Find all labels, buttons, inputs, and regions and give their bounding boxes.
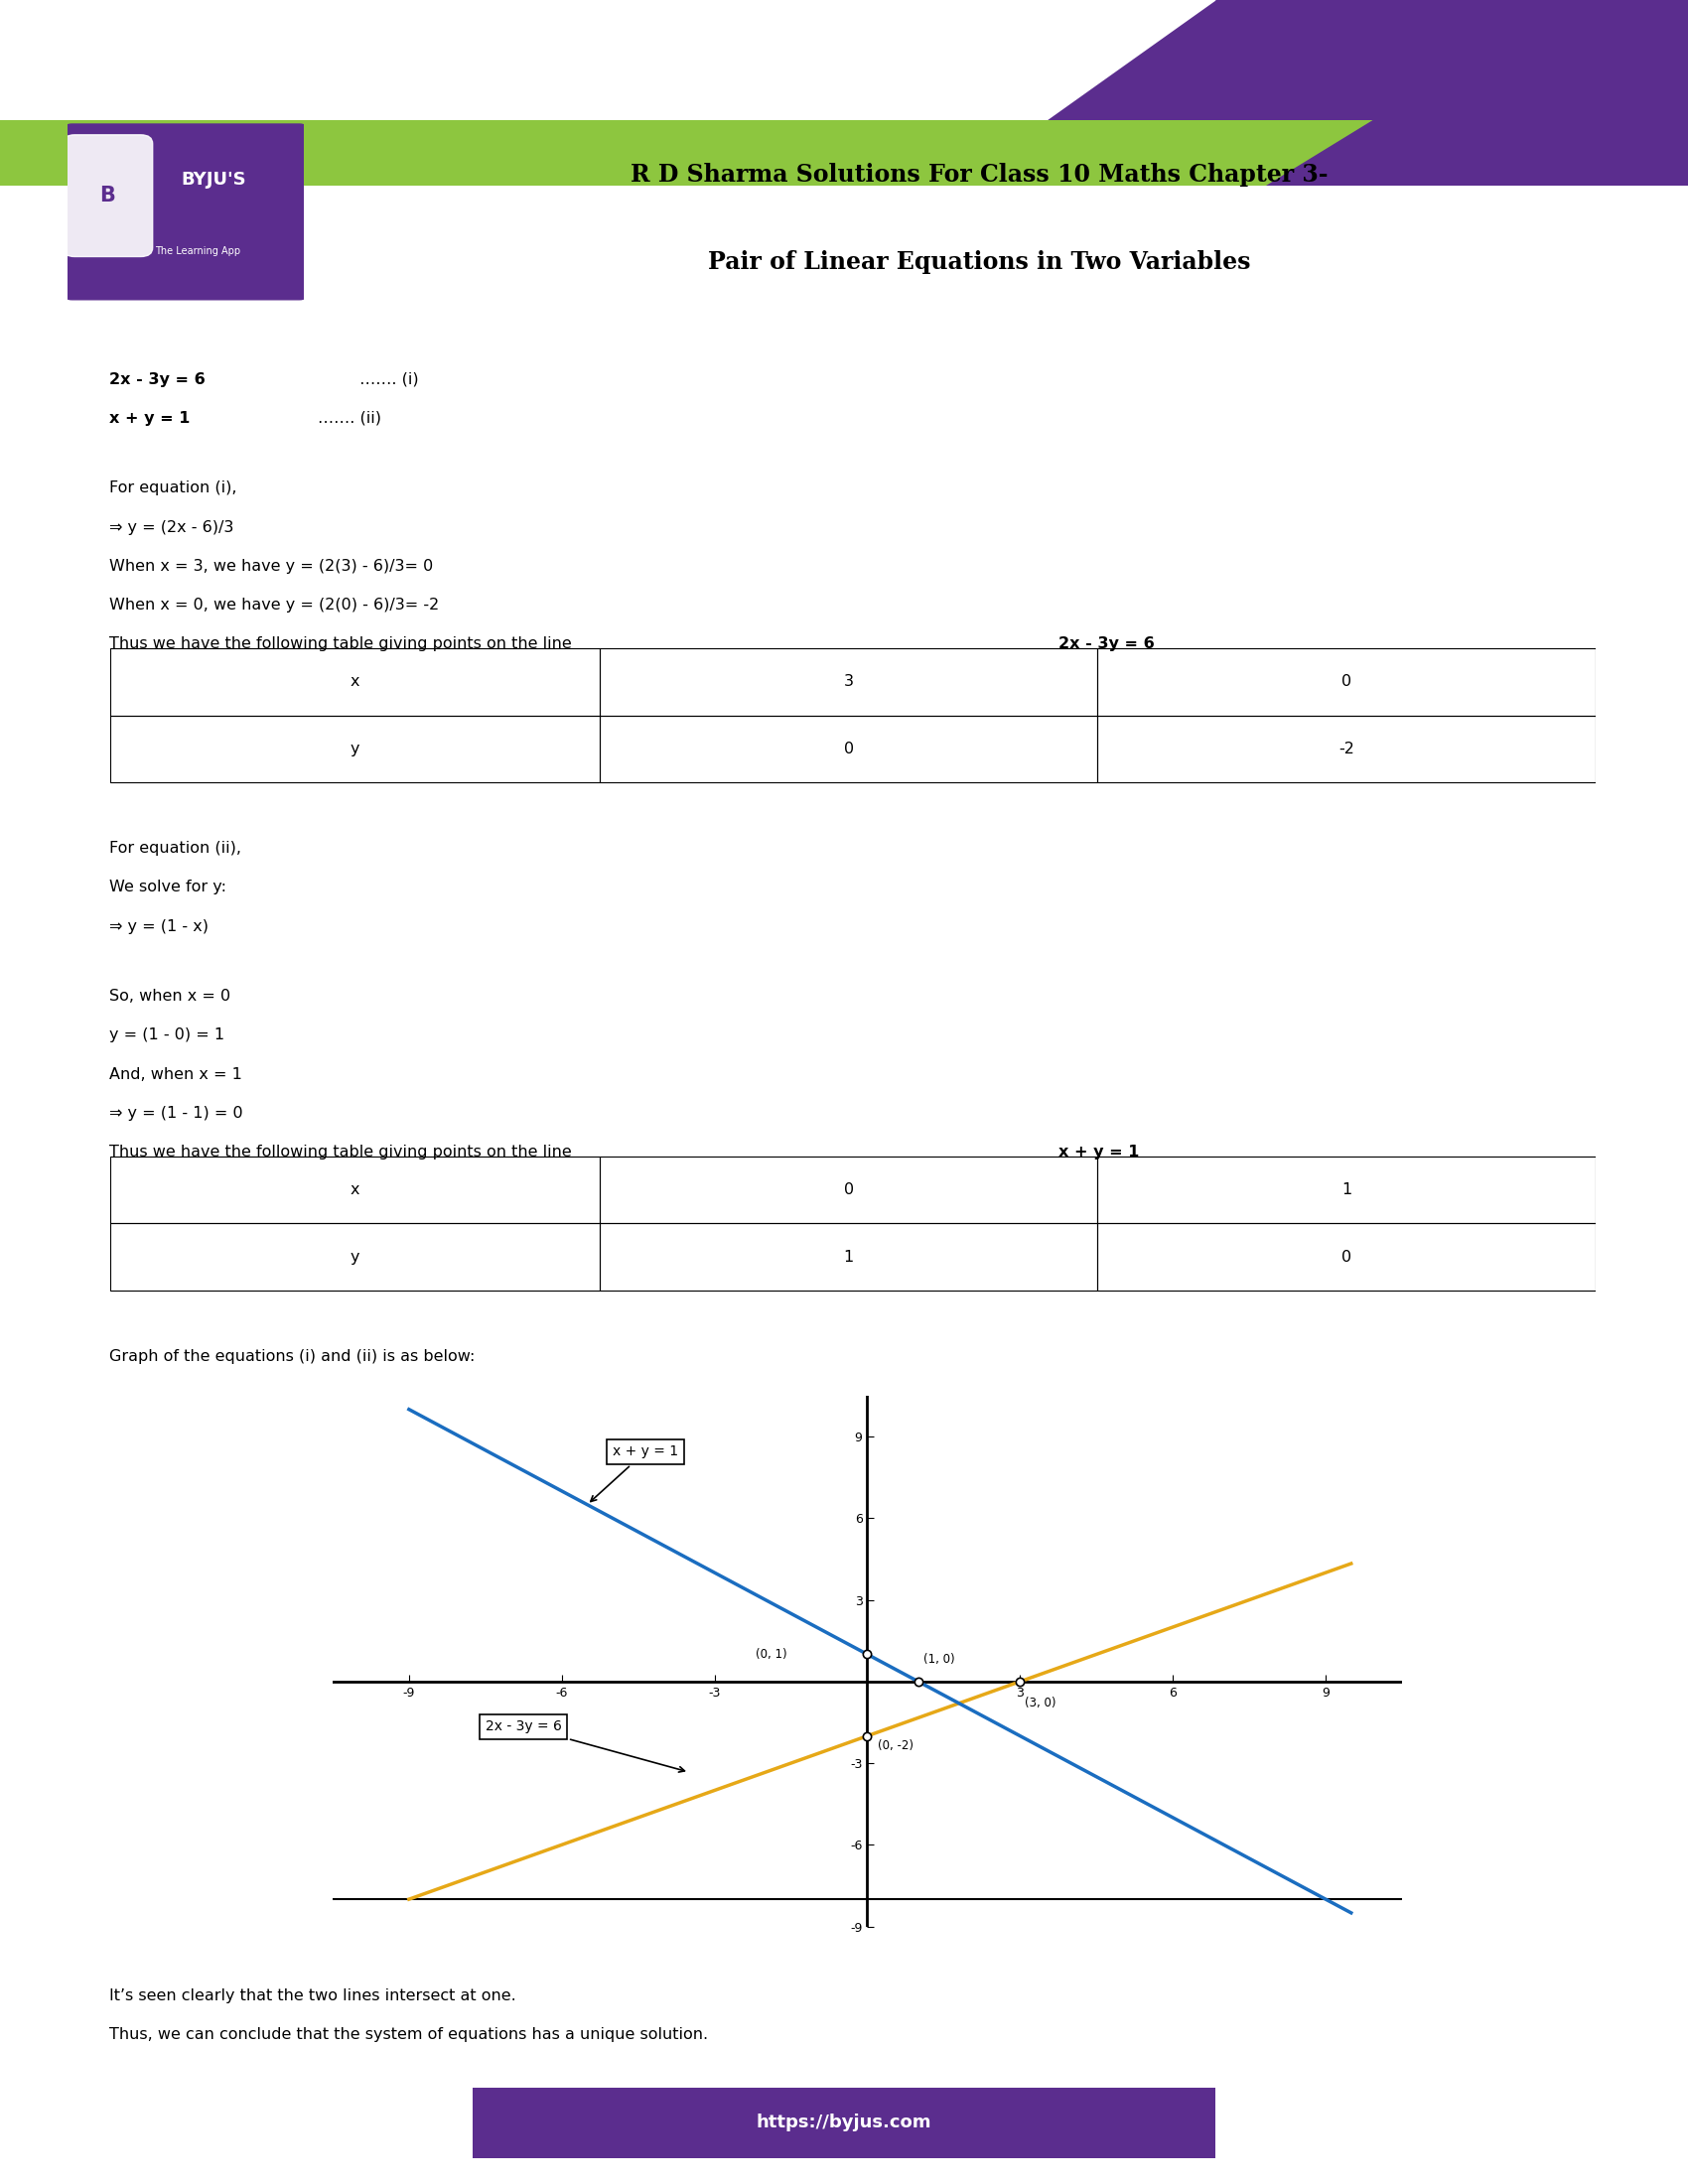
FancyBboxPatch shape bbox=[62, 135, 152, 258]
Bar bbox=[110, 1223, 599, 1291]
Bar bbox=[110, 1155, 599, 1223]
Text: We solve for y:: We solve for y: bbox=[110, 880, 226, 895]
Text: And, when x = 1: And, when x = 1 bbox=[110, 1066, 243, 1081]
Bar bbox=[110, 716, 599, 782]
Text: 0: 0 bbox=[1342, 1249, 1352, 1265]
Text: The Learning App: The Learning App bbox=[155, 247, 240, 256]
Text: 1: 1 bbox=[1342, 1182, 1352, 1197]
Text: BYJU'S: BYJU'S bbox=[181, 170, 246, 188]
Polygon shape bbox=[0, 114, 1384, 186]
Text: y = (1 - 0) = 1: y = (1 - 0) = 1 bbox=[110, 1029, 225, 1042]
Text: (0, -2): (0, -2) bbox=[878, 1741, 913, 1752]
FancyBboxPatch shape bbox=[429, 2084, 1259, 2162]
Text: x: x bbox=[349, 675, 360, 690]
Bar bbox=[599, 716, 1097, 782]
Bar bbox=[599, 649, 1097, 716]
Text: For equation (ii),: For equation (ii), bbox=[110, 841, 241, 856]
Text: 2x - 3y = 6: 2x - 3y = 6 bbox=[486, 1719, 685, 1771]
Text: 1: 1 bbox=[844, 1249, 854, 1265]
Bar bbox=[1097, 1155, 1595, 1223]
Text: 3: 3 bbox=[844, 675, 854, 690]
Text: x: x bbox=[349, 1182, 360, 1197]
Text: y: y bbox=[349, 743, 360, 756]
Text: 0: 0 bbox=[844, 743, 854, 756]
Text: So, when x = 0: So, when x = 0 bbox=[110, 989, 231, 1005]
Polygon shape bbox=[0, 0, 1215, 120]
Text: (0, 1): (0, 1) bbox=[755, 1649, 787, 1660]
Text: For equation (i),: For equation (i), bbox=[110, 480, 238, 496]
Text: ⇒ y = (1 - x): ⇒ y = (1 - x) bbox=[110, 919, 209, 935]
Text: (1, 0): (1, 0) bbox=[923, 1653, 955, 1666]
Text: ……. (i): ……. (i) bbox=[354, 371, 419, 387]
Text: R D Sharma Solutions For Class 10 Maths Chapter 3-: R D Sharma Solutions For Class 10 Maths … bbox=[630, 164, 1328, 188]
Text: -2: -2 bbox=[1339, 743, 1354, 756]
Text: When x = 3, we have y = (2(3) - 6)/3= 0: When x = 3, we have y = (2(3) - 6)/3= 0 bbox=[110, 559, 434, 574]
Text: 0: 0 bbox=[844, 1182, 854, 1197]
Text: It’s seen clearly that the two lines intersect at one.: It’s seen clearly that the two lines int… bbox=[110, 1987, 517, 2003]
Bar bbox=[599, 1155, 1097, 1223]
Bar bbox=[1097, 1223, 1595, 1291]
Bar bbox=[1097, 716, 1595, 782]
Text: ……. (ii): ……. (ii) bbox=[317, 411, 381, 426]
Text: Thus, we can conclude that the system of equations has a unique solution.: Thus, we can conclude that the system of… bbox=[110, 2027, 709, 2042]
Text: https://byjus.com: https://byjus.com bbox=[756, 2114, 932, 2132]
Text: 2x - 3y = 6: 2x - 3y = 6 bbox=[1058, 636, 1155, 651]
Text: x + y = 1: x + y = 1 bbox=[110, 411, 191, 426]
Text: Thus we have the following table giving points on the line: Thus we have the following table giving … bbox=[110, 1144, 577, 1160]
Text: ⇒ y = (1 - 1) = 0: ⇒ y = (1 - 1) = 0 bbox=[110, 1105, 243, 1120]
Text: B: B bbox=[100, 186, 115, 205]
FancyBboxPatch shape bbox=[62, 124, 309, 299]
Polygon shape bbox=[1266, 114, 1688, 186]
Text: (3, 0): (3, 0) bbox=[1025, 1697, 1057, 1710]
Text: Thus we have the following table giving points on the line: Thus we have the following table giving … bbox=[110, 636, 577, 651]
Text: 2x - 3y = 6: 2x - 3y = 6 bbox=[110, 371, 206, 387]
Text: Graph of the equations (i) and (ii) is as below:: Graph of the equations (i) and (ii) is a… bbox=[110, 1350, 476, 1365]
Text: Pair of Linear Equations in Two Variables: Pair of Linear Equations in Two Variable… bbox=[707, 249, 1251, 273]
Text: 0: 0 bbox=[1342, 675, 1352, 690]
Bar bbox=[599, 1223, 1097, 1291]
Text: y: y bbox=[349, 1249, 360, 1265]
Text: x + y = 1: x + y = 1 bbox=[591, 1444, 679, 1503]
Text: x + y = 1: x + y = 1 bbox=[1058, 1144, 1139, 1160]
Bar bbox=[110, 649, 599, 716]
Bar bbox=[1097, 649, 1595, 716]
Text: When x = 0, we have y = (2(0) - 6)/3= -2: When x = 0, we have y = (2(0) - 6)/3= -2 bbox=[110, 598, 439, 612]
Text: ⇒ y = (2x - 6)/3: ⇒ y = (2x - 6)/3 bbox=[110, 520, 235, 535]
